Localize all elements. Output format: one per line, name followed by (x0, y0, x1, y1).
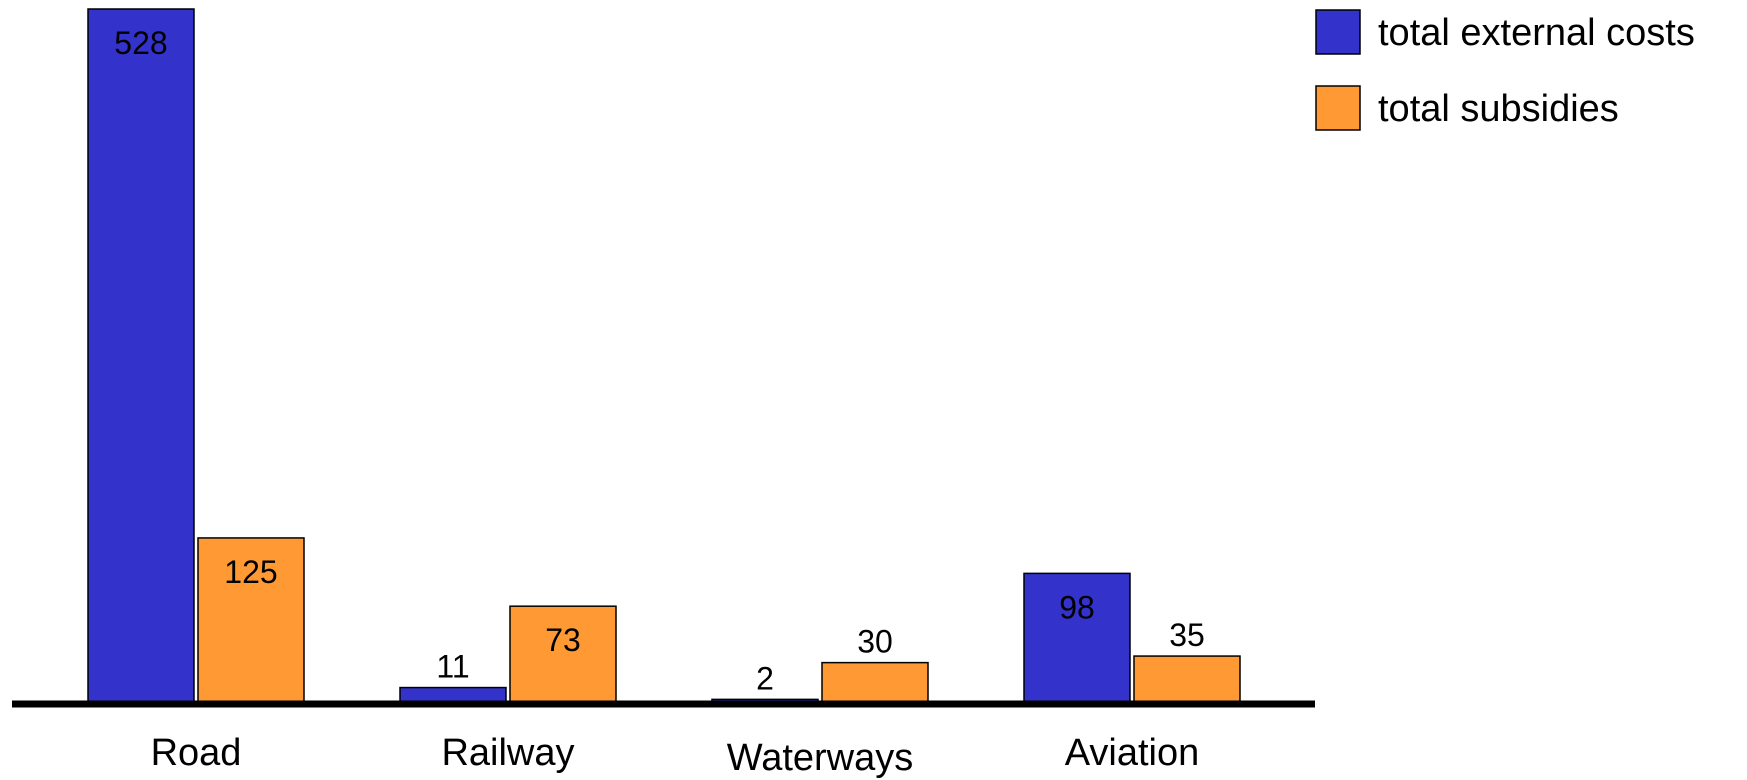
data-label-total-subsidies-road: 125 (224, 554, 277, 590)
bar-total-subsidies-railway (509, 605, 617, 703)
legend: total external costs total subsidies (1315, 9, 1695, 131)
legend-swatch-total-subsidies (1315, 85, 1361, 131)
data-label-total-external-costs-railway: 11 (436, 649, 469, 685)
category-label-road: Road (151, 732, 242, 774)
category-labels-group: Road Railway Waterways Aviation (151, 732, 1200, 779)
data-label-total-subsidies-railway: 73 (545, 622, 581, 658)
data-label-total-external-costs-road: 528 (114, 25, 167, 61)
bar-total-subsidies-waterways (821, 661, 929, 703)
category-label-railway: Railway (441, 732, 574, 774)
bar-total-external-costs-railway (399, 686, 507, 703)
data-label-total-external-costs-aviation: 98 (1059, 589, 1095, 625)
data-labels-group: 528 125 11 73 2 30 98 35 (114, 25, 1204, 696)
bar-total-subsidies-aviation (1133, 655, 1241, 703)
legend-label-total-external-costs: total external costs (1378, 12, 1695, 54)
data-label-total-external-costs-waterways: 2 (756, 660, 774, 696)
data-label-total-subsidies-aviation: 35 (1169, 617, 1205, 653)
bar-total-external-costs-road (87, 8, 195, 703)
legend-swatch-total-external-costs (1315, 9, 1361, 55)
bar-total-subsidies-road (197, 537, 305, 703)
data-label-total-subsidies-waterways: 30 (857, 624, 893, 660)
category-label-waterways: Waterways (727, 737, 914, 779)
bars-group (87, 8, 1241, 703)
category-label-aviation: Aviation (1065, 732, 1200, 774)
legend-label-total-subsidies: total subsidies (1378, 88, 1619, 130)
